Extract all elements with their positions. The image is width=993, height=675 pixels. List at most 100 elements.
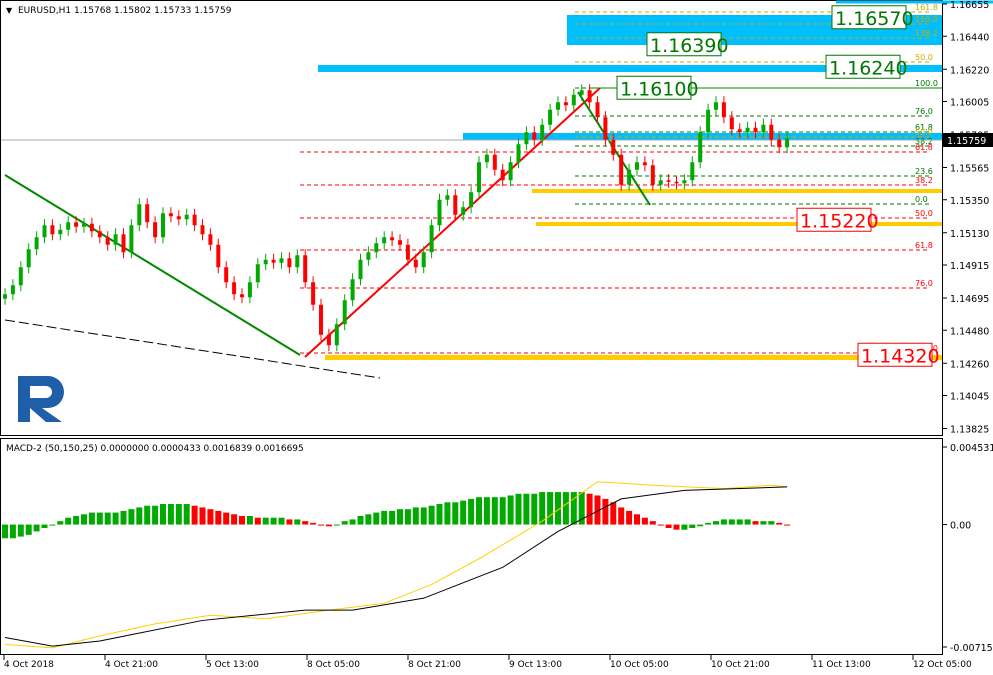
candle (690, 162, 695, 181)
x-tick-label: 10 Oct 21:00 (711, 660, 770, 670)
macd-histogram-bar (25, 524, 32, 535)
price-level-box (831, 5, 907, 30)
candle (350, 279, 355, 301)
price-level-label: 1.16240 (829, 57, 908, 79)
macd-histogram-bar (223, 512, 230, 525)
candle (453, 195, 458, 215)
candle (571, 94, 576, 106)
macd-histogram-bar (81, 514, 87, 525)
candle (145, 204, 150, 223)
candle (342, 300, 347, 325)
fib-level-label: 161.8 (915, 3, 938, 12)
macd-histogram-bar (665, 524, 672, 528)
macd-histogram-bar (768, 521, 775, 525)
x-tick-label: 11 Oct 13:00 (812, 660, 871, 670)
candles (3, 84, 790, 352)
macd-histogram-bar (104, 512, 111, 525)
candle (295, 255, 300, 268)
macd-histogram-bar (381, 510, 388, 525)
y-tick-label: 1.14915 (950, 261, 989, 272)
macd-histogram-bar (539, 492, 546, 525)
macd-histogram-bar (412, 507, 419, 525)
candle (548, 109, 553, 125)
candle (66, 222, 71, 230)
macd-y-tick-label: 0.004531 (950, 443, 993, 454)
candle (82, 223, 86, 227)
macd-histogram-bar (2, 524, 8, 539)
macd-histogram-bar (167, 504, 174, 525)
candle (429, 225, 434, 253)
macd-histogram-bar (641, 517, 648, 525)
uptrend-line[interactable] (304, 87, 601, 358)
macd-histogram-bar (586, 493, 593, 525)
x-tick-label: 8 Oct 21:00 (408, 660, 461, 670)
macd-histogram-bar (278, 517, 285, 525)
candle (777, 139, 782, 148)
macd-histogram-bar (515, 493, 522, 525)
candle (721, 102, 726, 118)
logo (18, 376, 64, 422)
macd-histogram-bar (784, 524, 791, 526)
candle (753, 127, 758, 133)
candle (113, 234, 118, 245)
macd-panel-frame (0, 438, 943, 655)
macd-histogram-bar (404, 509, 411, 525)
price-level-label: 1.14320 (861, 345, 940, 367)
candle (556, 102, 560, 110)
y-tick-label: 1.15565 (950, 164, 989, 175)
macd-histogram-bar (468, 498, 475, 525)
macd-histogram-bar (349, 519, 356, 525)
symbol-info: EURUSD,H1 1.15768 1.15802 1.15733 1.1575… (18, 6, 232, 16)
macd-histogram-bar (689, 524, 696, 528)
macd-histogram-bar (420, 507, 427, 525)
macd-histogram-bar (594, 495, 601, 525)
macd-histogram-bar (120, 510, 127, 525)
macd-histogram-bar (547, 492, 554, 525)
fib-level-label: 50.0 (915, 128, 933, 137)
macd-histogram-bar (191, 505, 198, 525)
candle (595, 102, 600, 118)
x-tick-label: 10 Oct 05:00 (610, 660, 669, 670)
macd-histogram-bar (183, 504, 190, 525)
candle (168, 213, 173, 217)
y-tick-label: 1.16655 (950, 0, 989, 11)
macd-histogram-bar (634, 514, 640, 525)
fib-level-label: 76.0 (915, 279, 933, 288)
macd-histogram-bar (302, 521, 309, 525)
macd-histogram-bar (65, 517, 72, 525)
candle (405, 244, 410, 260)
price-level-label: 1.16390 (650, 35, 729, 57)
candle (706, 109, 711, 133)
macd-histogram-bar (397, 509, 403, 525)
macd-histogram-bar (760, 521, 767, 525)
candle (184, 214, 189, 220)
candle (635, 162, 639, 170)
macd-histogram-bar (262, 517, 269, 525)
macd-histogram-bar (96, 512, 103, 525)
macd-histogram-bar (705, 522, 712, 525)
candle (105, 237, 110, 245)
candle (761, 124, 766, 133)
downtrend-line[interactable] (4, 174, 301, 356)
fib-level-label: 23.6 (915, 167, 933, 176)
macd-histogram-bar (444, 502, 451, 525)
price-level-box (646, 32, 722, 57)
macd-histogram-bar (626, 510, 633, 525)
fib-level-label: 38.2 (915, 176, 933, 185)
candle (208, 234, 213, 245)
current-price: 1.15759 (947, 136, 986, 147)
macd-histogram-bar (41, 524, 48, 528)
candle (366, 252, 371, 260)
y-tick-label: 1.14260 (950, 359, 989, 370)
candle (437, 199, 442, 226)
candle (729, 117, 734, 130)
candle (240, 294, 244, 298)
candle (153, 222, 158, 238)
candle (516, 144, 521, 163)
macd-histogram-bar (452, 502, 459, 525)
main-panel-frame (0, 0, 943, 436)
channel-line[interactable] (4, 319, 381, 379)
macd-histogram-bar (578, 492, 585, 525)
fib-level-label: 0.0 (915, 195, 928, 204)
menu-triangle-icon[interactable]: ▼ (6, 6, 13, 15)
